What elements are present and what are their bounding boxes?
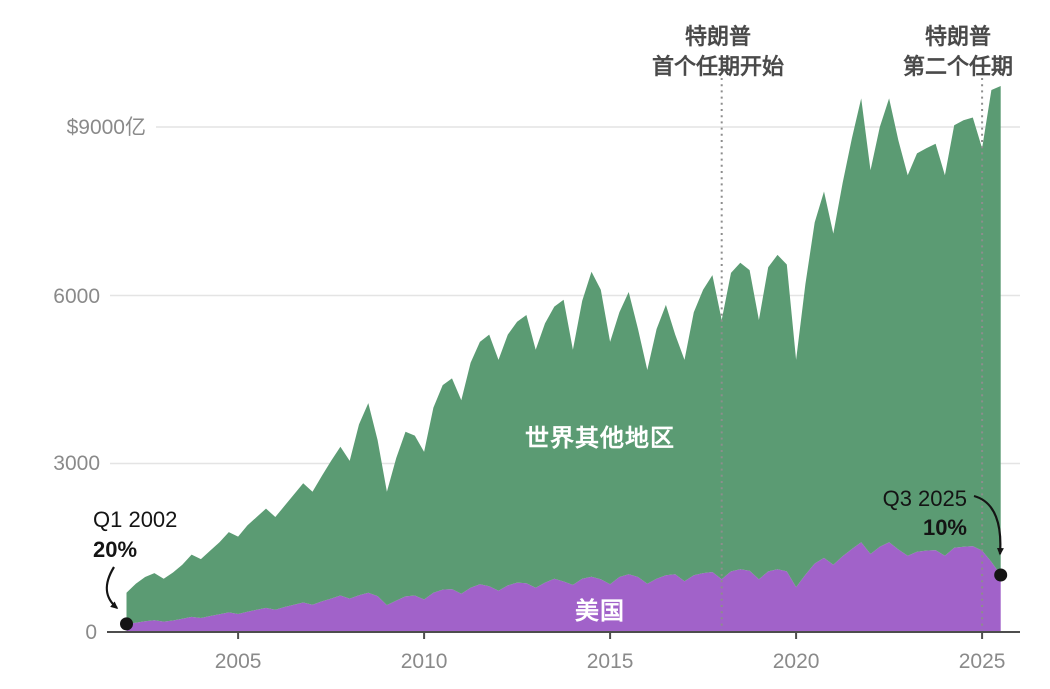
- x-axis: 2005 2010 2015 2020 2025: [107, 631, 1020, 673]
- start-dot: [120, 617, 133, 631]
- end-arrow: [973, 494, 1004, 556]
- start-point-label: Q1 2002: [93, 507, 177, 532]
- areas-group: [126, 86, 1001, 632]
- us-area-label: 美国: [575, 597, 625, 625]
- y-axis-label: 0: [85, 621, 97, 644]
- us-area: [126, 542, 1001, 632]
- trump-first-term-label-line1: 特朗普: [685, 24, 751, 49]
- rest-of-world-area: [126, 86, 1001, 624]
- start-arrow: [105, 566, 119, 609]
- trump-second-term-label-line1: 特朗普: [925, 24, 991, 49]
- trump-second-term-label-line2: 第二个任期: [903, 54, 1013, 79]
- y-axis-label: 3000: [53, 452, 100, 475]
- x-axis-label: 2010: [401, 650, 448, 673]
- y-axis-label: $9000亿: [67, 116, 146, 139]
- x-axis-label: 2020: [773, 650, 820, 673]
- point-dots: [120, 568, 1008, 631]
- event-vlines: [720, 78, 984, 630]
- event-labels: 特朗普 首个任期开始 特朗普 第二个任期: [652, 24, 1013, 79]
- y-axis: 0 3000 6000 $9000亿: [53, 116, 146, 644]
- start-point-percent: 20%: [93, 537, 137, 562]
- series-labels: 世界其他地区 美国: [525, 425, 675, 625]
- trump-first-term-label-line2: 首个任期开始: [652, 54, 784, 79]
- start-point-annotation: Q1 2002 20%: [93, 507, 177, 609]
- x-axis-label: 2025: [959, 650, 1006, 673]
- end-point-percent: 10%: [923, 515, 967, 540]
- y-axis-label: 6000: [53, 285, 100, 308]
- rest-of-world-area-label: 世界其他地区: [525, 425, 675, 452]
- x-axis-label: 2015: [587, 650, 634, 673]
- end-point-label: Q3 2025: [883, 486, 967, 511]
- end-dot: [994, 568, 1008, 582]
- x-axis-label: 2005: [215, 650, 262, 673]
- end-point-annotation: Q3 2025 10%: [883, 486, 1004, 556]
